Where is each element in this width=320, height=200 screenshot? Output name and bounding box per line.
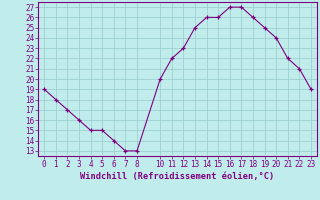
X-axis label: Windchill (Refroidissement éolien,°C): Windchill (Refroidissement éolien,°C) bbox=[80, 172, 275, 181]
